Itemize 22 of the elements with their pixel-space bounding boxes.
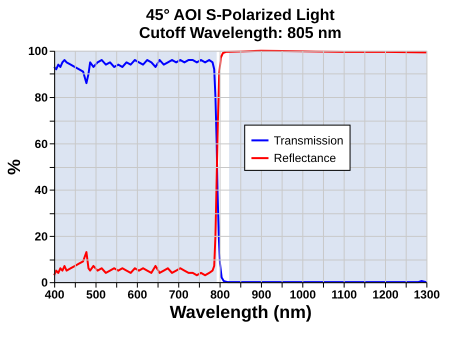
x-tick-label: 600 [128,287,148,302]
x-axis-title: Wavelength (nm) [170,302,312,322]
x-tick-label: 1200 [372,287,400,302]
y-tick-label: 20 [34,229,48,244]
y-axis-title: % [4,158,24,175]
x-tick-label: 700 [168,287,189,302]
y-tick-label: 100 [28,44,48,58]
x-tick-label: 900 [252,287,272,302]
x-tick-label: 1100 [331,287,358,302]
x-tick-label: 400 [44,287,65,302]
x-tick-label: 1300 [414,287,440,302]
y-tick-label: 0 [41,276,48,290]
y-tick-label: 40 [34,183,48,198]
chart-subtitle: Cutoff Wavelength: 805 nm [139,24,342,42]
x-tick-label: 500 [86,287,106,302]
y-tick-label: 80 [34,90,48,104]
x-tick-label: 800 [210,287,230,302]
chart-title: 45° AOI S-Polarized Light [146,7,336,24]
x-tick-label: 1000 [290,287,316,302]
legend-label: Transmission [274,133,344,148]
legend-label: Reflectance [274,151,336,166]
y-tick-label: 60 [34,136,48,151]
